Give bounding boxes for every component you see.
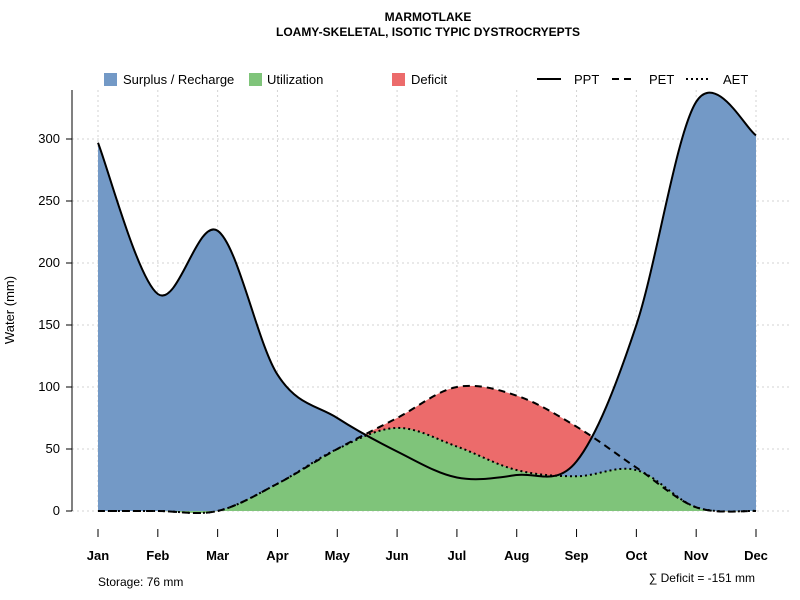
legend-label-ppt: PPT: [574, 72, 599, 87]
y-tick-label: 250: [38, 193, 60, 208]
x-tick-label: Jan: [87, 548, 109, 563]
y-tick-label: 200: [38, 255, 60, 270]
axes: 0 50 100 150 200 250 300 Jan Feb Mar Apr May Jun Jul A…: [38, 90, 768, 563]
y-tick-label: 50: [46, 441, 60, 456]
surplus-recharge-area: [98, 92, 756, 511]
x-tick-label: May: [325, 548, 351, 563]
legend-label-pet: PET: [649, 72, 674, 87]
chart-title: MARMOTLAKE: [385, 10, 472, 24]
y-axis-label: Water (mm): [2, 276, 17, 344]
chart-subtitle: LOAMY-SKELETAL, ISOTIC TYPIC DYSTROCRYEP…: [276, 25, 580, 39]
x-tick-label: Apr: [266, 548, 288, 563]
area-fills: [98, 92, 756, 514]
x-tick-label: Feb: [146, 548, 169, 563]
x-tick-label: Oct: [626, 548, 648, 563]
legend-swatch-utilization: [249, 73, 262, 86]
y-tick-label: 150: [38, 317, 60, 332]
y-tick-label: 0: [53, 503, 60, 518]
storage-annotation: Storage: 76 mm: [98, 575, 183, 589]
legend-label-utilization: Utilization: [267, 72, 323, 87]
y-tick-label: 100: [38, 379, 60, 394]
legend-label-deficit: Deficit: [411, 72, 448, 87]
legend-label-surplus: Surplus / Recharge: [123, 72, 234, 87]
legend-label-aet: AET: [723, 72, 748, 87]
legend-swatch-deficit: [392, 73, 405, 86]
x-tick-label: Jun: [386, 548, 409, 563]
ppt-line: [97, 91, 757, 481]
x-tick-label: Dec: [744, 548, 768, 563]
x-tick-label: Aug: [504, 548, 529, 563]
aet-line: [98, 426, 757, 514]
legend-swatch-surplus: [104, 73, 117, 86]
x-tick-label: Nov: [684, 548, 709, 563]
x-tick-label: Sep: [565, 548, 589, 563]
legend: Surplus / Recharge Utilization Deficit P…: [104, 72, 748, 87]
y-tick-label: 300: [38, 131, 60, 146]
series-lines: [97, 91, 757, 514]
x-tick-label: Jul: [448, 548, 467, 563]
x-tick-label: Mar: [206, 548, 229, 563]
deficit-annotation: ∑ Deficit = -151 mm: [649, 571, 755, 585]
